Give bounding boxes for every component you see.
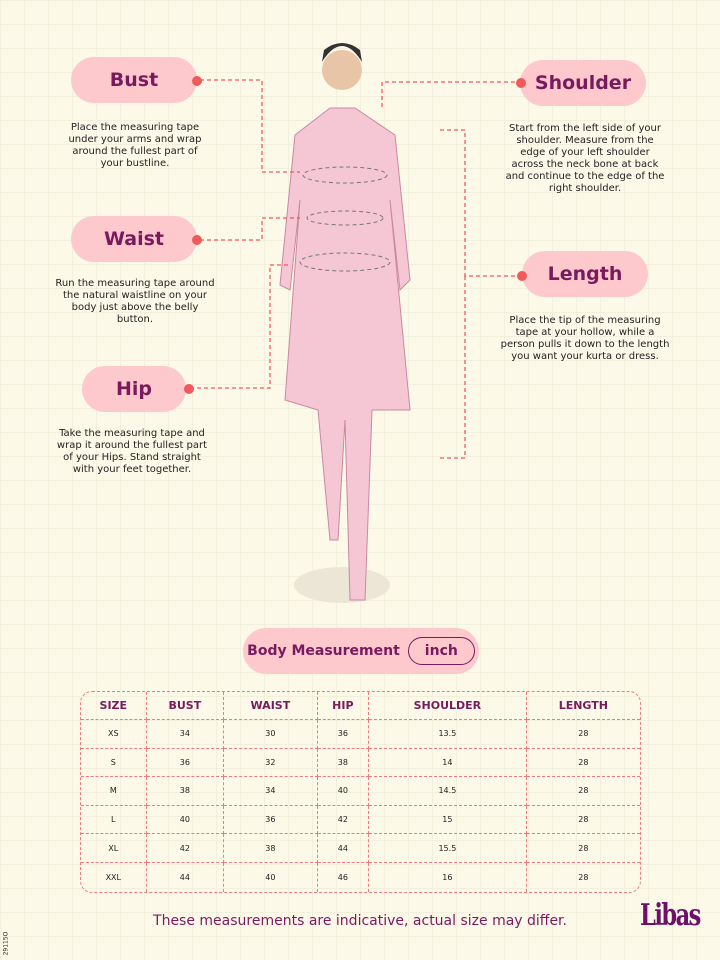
table-row: XS 34 30 36 13.5 28 (81, 720, 640, 749)
model-illustration (190, 43, 522, 603)
libas-logo: Libas (640, 898, 701, 933)
table-cell: 38 (146, 777, 225, 806)
table-cell: 28 (578, 872, 589, 882)
table-cell: S (81, 748, 147, 778)
size-table: SIZE BUST WAIST HIP SHOULDER LENGTH XS 34 30 36 1… (80, 691, 641, 893)
table-cell: XL (81, 834, 147, 863)
table-cell: 38 (317, 748, 370, 778)
table-cell: 36 (224, 805, 318, 835)
table-cell: 16 (369, 862, 527, 892)
unit-toggle[interactable]: inch (407, 637, 475, 665)
table-cell: 42 (317, 805, 370, 835)
table-cell: 28 (526, 806, 640, 835)
table-cell: 28 (526, 749, 640, 778)
column-header: LENGTH (526, 692, 640, 720)
length-desc: Place the tip of the measuring tape at y… (500, 315, 670, 362)
waist-label: Waist (71, 216, 197, 262)
shoulder-desc: Start from the left side of your shoulde… (505, 123, 665, 194)
table-cell: 14.5 (369, 777, 527, 806)
column-header: WAIST (224, 692, 318, 720)
table-row: XL 42 38 44 15.5 28 (81, 834, 640, 863)
table-row: XXL 44 40 46 16 28 (81, 862, 640, 892)
table-cell: 36 (317, 720, 370, 749)
length-dot (517, 271, 527, 281)
table-cell: 46 (318, 862, 370, 892)
bust-dot (192, 76, 202, 86)
table-cell: 38 (224, 834, 318, 863)
table-cell: XS (81, 720, 147, 749)
bust-label: Bust (71, 57, 197, 103)
shoulder-label: Shoulder (520, 60, 646, 106)
table-cell: 34 (224, 777, 318, 806)
product-code: 29115O (2, 931, 10, 956)
column-header: SHOULDER (369, 692, 527, 720)
disclaimer: These measurements are indicative, actua… (153, 913, 567, 929)
table-cell: 13.5 (369, 720, 527, 749)
waist-desc: Run the measuring tape around the natura… (55, 278, 215, 325)
table-cell: 34 (146, 720, 225, 749)
table-cell: 15 (369, 805, 527, 835)
waist-dot (192, 235, 202, 245)
column-header: SIZE (81, 692, 147, 720)
column-header: HIP (317, 692, 370, 720)
table-cell: XXL (81, 862, 147, 892)
shoulder-dot (516, 78, 526, 88)
body-measurement-title: Body Measurement (247, 643, 400, 659)
table-cell: 42 (146, 834, 225, 863)
table-row: S 36 32 38 14 28 (81, 748, 640, 778)
table-cell: 40 (317, 777, 370, 806)
table-cell: 44 (317, 834, 370, 863)
table-cell: 14 (369, 748, 527, 778)
table-cell: 40 (146, 805, 225, 835)
table-cell: 28 (526, 834, 640, 863)
table-cell: 36 (146, 748, 225, 778)
table-cell: L (81, 805, 147, 835)
table-cell: 32 (224, 748, 318, 778)
table-cell: 40 (224, 862, 318, 892)
body-measurement-header: Body Measurement inch (243, 628, 479, 674)
hip-dot (184, 384, 194, 394)
table-cell: 30 (224, 720, 318, 749)
column-header: BUST (146, 692, 225, 720)
bust-desc: Place the measuring tape under your arms… (68, 122, 202, 169)
length-label: Length (522, 251, 648, 297)
hip-desc: Take the measuring tape and wrap it arou… (56, 428, 208, 475)
table-cell: 28 (526, 777, 640, 806)
table-cell: 15.5 (369, 834, 527, 863)
table-cell: 28 (526, 720, 640, 749)
table-cell: M (81, 777, 147, 806)
hip-label: Hip (82, 366, 186, 412)
table-cell: 44 (147, 862, 225, 892)
table-row: L 40 36 42 15 28 (81, 805, 640, 835)
table-row: M 38 34 40 14.5 28 (81, 777, 640, 806)
